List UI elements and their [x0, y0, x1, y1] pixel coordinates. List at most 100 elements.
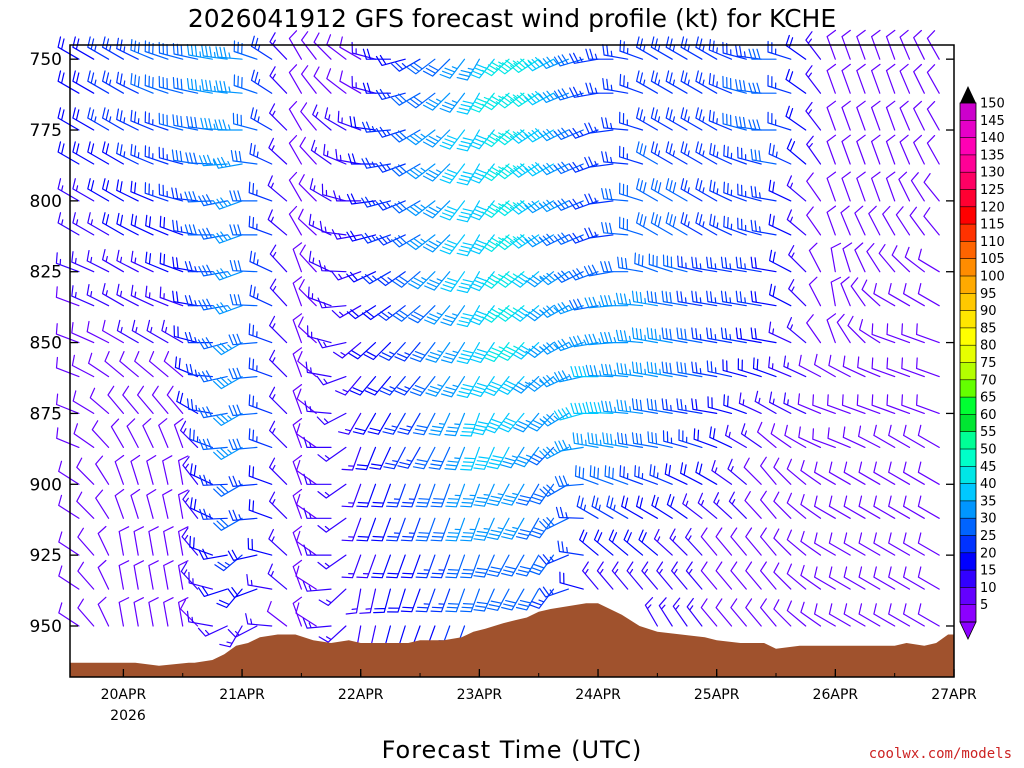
wind-barb	[735, 256, 762, 273]
wind-barb	[768, 179, 792, 202]
wind-barb	[89, 387, 110, 414]
wind-barb	[316, 375, 347, 386]
wind-barb	[653, 528, 673, 556]
wind-barb	[227, 549, 258, 561]
wind-barb	[843, 532, 866, 556]
wind-barb	[87, 141, 110, 165]
wind-barb	[676, 398, 703, 414]
wind-barb	[288, 64, 302, 94]
wind-barb	[786, 317, 807, 344]
wind-barb	[296, 494, 317, 519]
wind-barb	[97, 525, 110, 556]
wind-barb	[324, 107, 347, 131]
wind-barb	[371, 554, 391, 579]
wind-barb	[568, 232, 599, 244]
wind-barb	[871, 100, 881, 131]
wind-barb	[55, 252, 80, 273]
wind-barb	[913, 134, 925, 165]
wind-barb	[318, 260, 347, 273]
wind-barb	[118, 597, 130, 627]
wind-barb	[871, 171, 881, 202]
wind-barb	[55, 286, 80, 307]
wind-barb	[515, 588, 540, 611]
wind-barb	[163, 560, 174, 590]
wind-barb	[873, 532, 896, 556]
wind-barb	[406, 58, 436, 75]
wind-barb	[439, 129, 466, 150]
wind-barb	[735, 79, 762, 94]
colorbar-swatch	[960, 154, 976, 173]
wind-barb	[383, 446, 406, 470]
wind-barb	[738, 392, 762, 414]
wind-barb	[375, 126, 406, 138]
wind-barb	[269, 420, 288, 448]
wind-barb	[783, 355, 807, 378]
wind-barb	[348, 342, 377, 360]
wind-barb	[408, 271, 436, 290]
wind-barb	[163, 351, 184, 378]
wind-barb	[87, 36, 110, 60]
wind-barb	[539, 342, 569, 355]
wind-barb	[439, 163, 466, 184]
wind-barb	[122, 385, 139, 414]
wind-barb	[303, 544, 332, 556]
wind-barb	[606, 495, 629, 519]
wind-barb	[805, 101, 822, 131]
wind-barb	[102, 212, 124, 236]
wind-barb	[754, 390, 777, 414]
wind-barb	[554, 370, 584, 383]
wind-barb	[648, 253, 673, 273]
y-tick-label: 750	[30, 50, 62, 70]
wind-barb	[267, 563, 288, 590]
wind-barb	[646, 361, 673, 378]
wind-barb	[608, 529, 629, 556]
wind-barb	[773, 491, 792, 519]
wind-barb	[162, 489, 173, 519]
wind-barb	[708, 73, 733, 94]
wind-barb	[760, 598, 777, 627]
wind-barb	[569, 52, 599, 64]
wind-barb	[144, 145, 169, 165]
wind-barb	[528, 588, 555, 609]
wind-barb	[484, 412, 510, 434]
wind-barb	[158, 418, 169, 448]
colorbar-label: 140	[980, 131, 1005, 146]
wind-barb	[737, 146, 762, 165]
wind-barb	[805, 31, 822, 60]
wind-barb	[227, 625, 258, 638]
colorbar-swatch	[960, 276, 976, 294]
wind-barb	[636, 141, 658, 165]
wind-barb	[723, 394, 747, 414]
colorbar-swatch	[960, 604, 976, 623]
wind-barb	[163, 526, 174, 556]
wind-barb	[727, 458, 747, 485]
x-tick-label: 20APR	[101, 687, 147, 703]
terrain-fill	[70, 603, 954, 677]
wind-barb	[173, 418, 184, 448]
wind-barb	[619, 182, 644, 202]
wind-barb	[197, 625, 228, 637]
wind-barb	[371, 483, 391, 508]
wind-barb	[672, 597, 688, 627]
wind-barb	[745, 527, 762, 556]
colorbar-label: 45	[980, 460, 997, 475]
wind-barb	[841, 394, 866, 414]
wind-barb	[317, 297, 347, 309]
wind-barb	[148, 351, 169, 378]
wind-barb	[233, 40, 258, 60]
wind-barb	[695, 178, 718, 202]
wind-barb	[379, 376, 406, 396]
wind-barb	[871, 394, 896, 414]
wind-barb	[116, 71, 139, 94]
wind-barb	[923, 207, 940, 236]
wind-barb	[786, 529, 807, 556]
wind-barb	[539, 305, 569, 318]
wind-barb	[76, 491, 95, 519]
wind-barb	[114, 488, 125, 519]
wind-barb	[903, 424, 925, 448]
wind-barb	[685, 561, 703, 590]
wind-barb	[885, 171, 896, 202]
wind-barb	[303, 473, 332, 485]
wind-barb	[114, 454, 125, 485]
wind-barb	[317, 517, 347, 533]
